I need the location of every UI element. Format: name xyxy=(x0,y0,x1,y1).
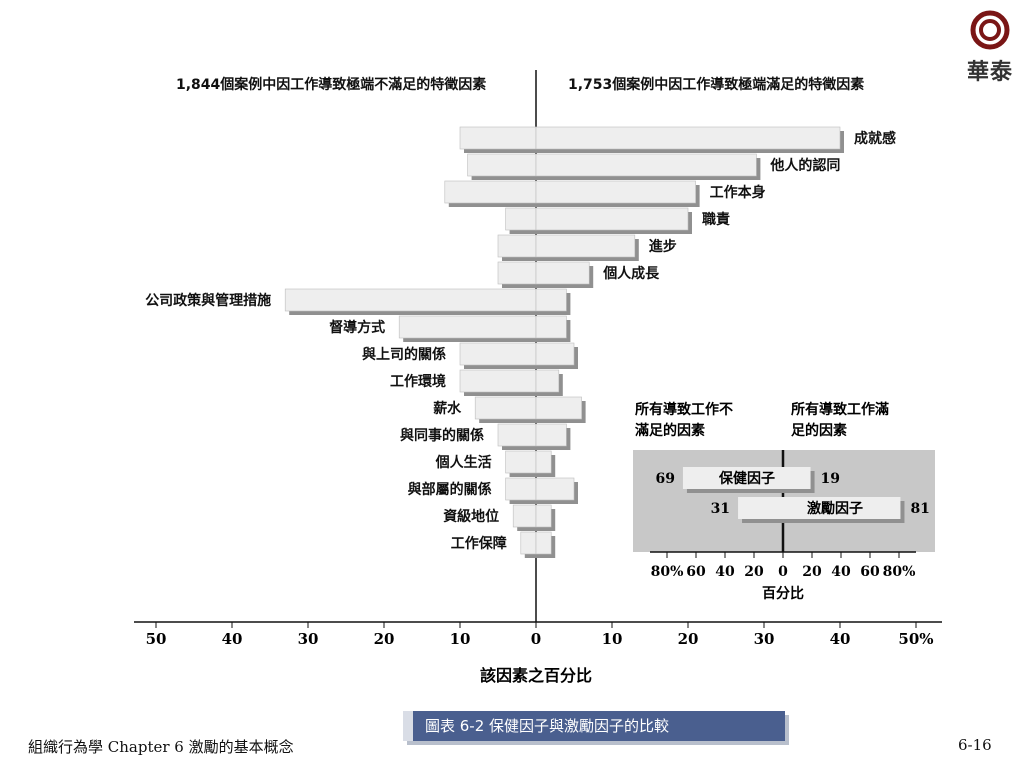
x-tick-label: 10 xyxy=(602,630,623,648)
category-label: 工作保障 xyxy=(451,535,507,552)
inset-right-bar xyxy=(783,497,901,519)
x-axis-title: 該因素之百分比 xyxy=(480,666,592,685)
category-label: 工作環境 xyxy=(390,373,446,390)
right-bar xyxy=(535,180,696,204)
x-tick-label: 30 xyxy=(298,630,319,648)
footer-course: 組織行為學 Chapter 6 激勵的基本概念 xyxy=(28,738,294,756)
x-tick-label: 20 xyxy=(678,630,699,648)
inset-category-label: 保健因子 xyxy=(718,470,775,487)
x-tick-label: 10 xyxy=(450,630,471,648)
x-tick-label: 30 xyxy=(754,630,775,648)
left-bar xyxy=(467,153,537,177)
inset-tick-label: 80% xyxy=(883,564,916,580)
inset-right-title: 所有導致工作滿 xyxy=(791,401,889,418)
left-bar xyxy=(505,477,537,501)
left-bar xyxy=(497,234,537,258)
left-bar xyxy=(398,315,537,339)
category-label: 他人的認同 xyxy=(769,157,840,174)
inset-x-axis-title: 百分比 xyxy=(762,585,804,602)
logo: 華泰 xyxy=(962,10,1018,86)
category-label: 工作本身 xyxy=(710,184,766,201)
inset-right-bar xyxy=(783,467,811,489)
right-bar xyxy=(535,315,567,339)
figure-caption: 圖表 6-2 保健因子與激勵因子的比較 xyxy=(403,711,785,741)
right-bar xyxy=(535,477,575,501)
right-bar xyxy=(535,504,552,528)
category-label: 資級地位 xyxy=(443,508,499,525)
right-bar xyxy=(535,450,552,474)
inset-tick-label: 20 xyxy=(744,564,764,580)
concentric-ring-logo-icon xyxy=(970,10,1010,50)
page-number: 6-16 xyxy=(958,736,992,754)
logo-text: 華泰 xyxy=(966,59,1013,85)
left-bar xyxy=(497,423,537,447)
left-bar xyxy=(459,126,537,150)
category-label: 進步 xyxy=(649,238,677,255)
category-label: 成就感 xyxy=(854,130,896,147)
right-bar xyxy=(535,288,567,312)
x-tick-label: 20 xyxy=(374,630,395,648)
category-label: 與部屬的關係 xyxy=(408,481,492,498)
inset-tick-label: 80% xyxy=(651,564,684,580)
category-label: 與上司的關係 xyxy=(362,346,446,363)
inset-tick-label: 20 xyxy=(802,564,822,580)
inset-tick-label: 40 xyxy=(715,564,735,580)
x-tick-label: 50% xyxy=(898,630,933,648)
left-bar xyxy=(459,369,537,393)
category-label: 個人生活 xyxy=(435,454,492,471)
right-bar xyxy=(535,531,552,555)
inset-category-label: 激勵因子 xyxy=(807,500,863,517)
inset-right-title: 足的因素 xyxy=(791,422,847,439)
left-bar xyxy=(284,288,537,312)
x-tick-label: 40 xyxy=(222,630,243,648)
inset-tick-label: 0 xyxy=(778,564,788,580)
right-bar xyxy=(535,207,689,231)
left-bar xyxy=(474,396,537,420)
left-bar xyxy=(497,261,537,285)
right-bar xyxy=(535,153,757,177)
right-bar xyxy=(535,261,590,285)
inset-left-value: 31 xyxy=(711,501,730,517)
left-bar xyxy=(459,342,537,366)
x-tick-label: 0 xyxy=(531,630,541,648)
category-label: 與同事的關係 xyxy=(400,427,484,444)
right-chart-title: 1,753個案例中因工作導致極端滿足的特徵因素 xyxy=(568,77,865,93)
left-bar xyxy=(520,531,537,555)
category-label: 公司政策與管理措施 xyxy=(145,292,271,309)
right-bar xyxy=(535,369,560,393)
inset-left-bar xyxy=(738,497,783,519)
category-label: 職責 xyxy=(702,211,730,228)
right-bar xyxy=(535,396,582,420)
category-label: 督導方式 xyxy=(329,319,385,336)
inset-tick-label: 60 xyxy=(686,564,706,580)
inset-tick-label: 60 xyxy=(860,564,880,580)
inset-right-value: 81 xyxy=(910,501,929,517)
inset-left-title: 所有導致工作不 xyxy=(635,401,733,418)
inset-right-value: 19 xyxy=(821,471,840,487)
left-bar xyxy=(505,450,537,474)
inset-tick-label: 40 xyxy=(831,564,851,580)
x-tick-label: 40 xyxy=(830,630,851,648)
left-bar xyxy=(512,504,537,528)
inset-left-title: 滿足的因素 xyxy=(634,422,705,439)
right-bar xyxy=(535,342,575,366)
left-bar xyxy=(505,207,537,231)
inset-left-value: 69 xyxy=(655,471,674,487)
right-bar xyxy=(535,423,567,447)
left-chart-title: 1,844個案例中因工作導致極端不滿足的特徵因素 xyxy=(176,77,487,93)
category-label: 個人成長 xyxy=(602,265,660,282)
right-bar xyxy=(535,234,636,258)
category-label: 薪水 xyxy=(433,400,462,417)
inset-left-bar xyxy=(682,467,783,489)
left-bar xyxy=(444,180,537,204)
x-tick-label: 50 xyxy=(146,630,167,648)
right-bar xyxy=(535,126,841,150)
